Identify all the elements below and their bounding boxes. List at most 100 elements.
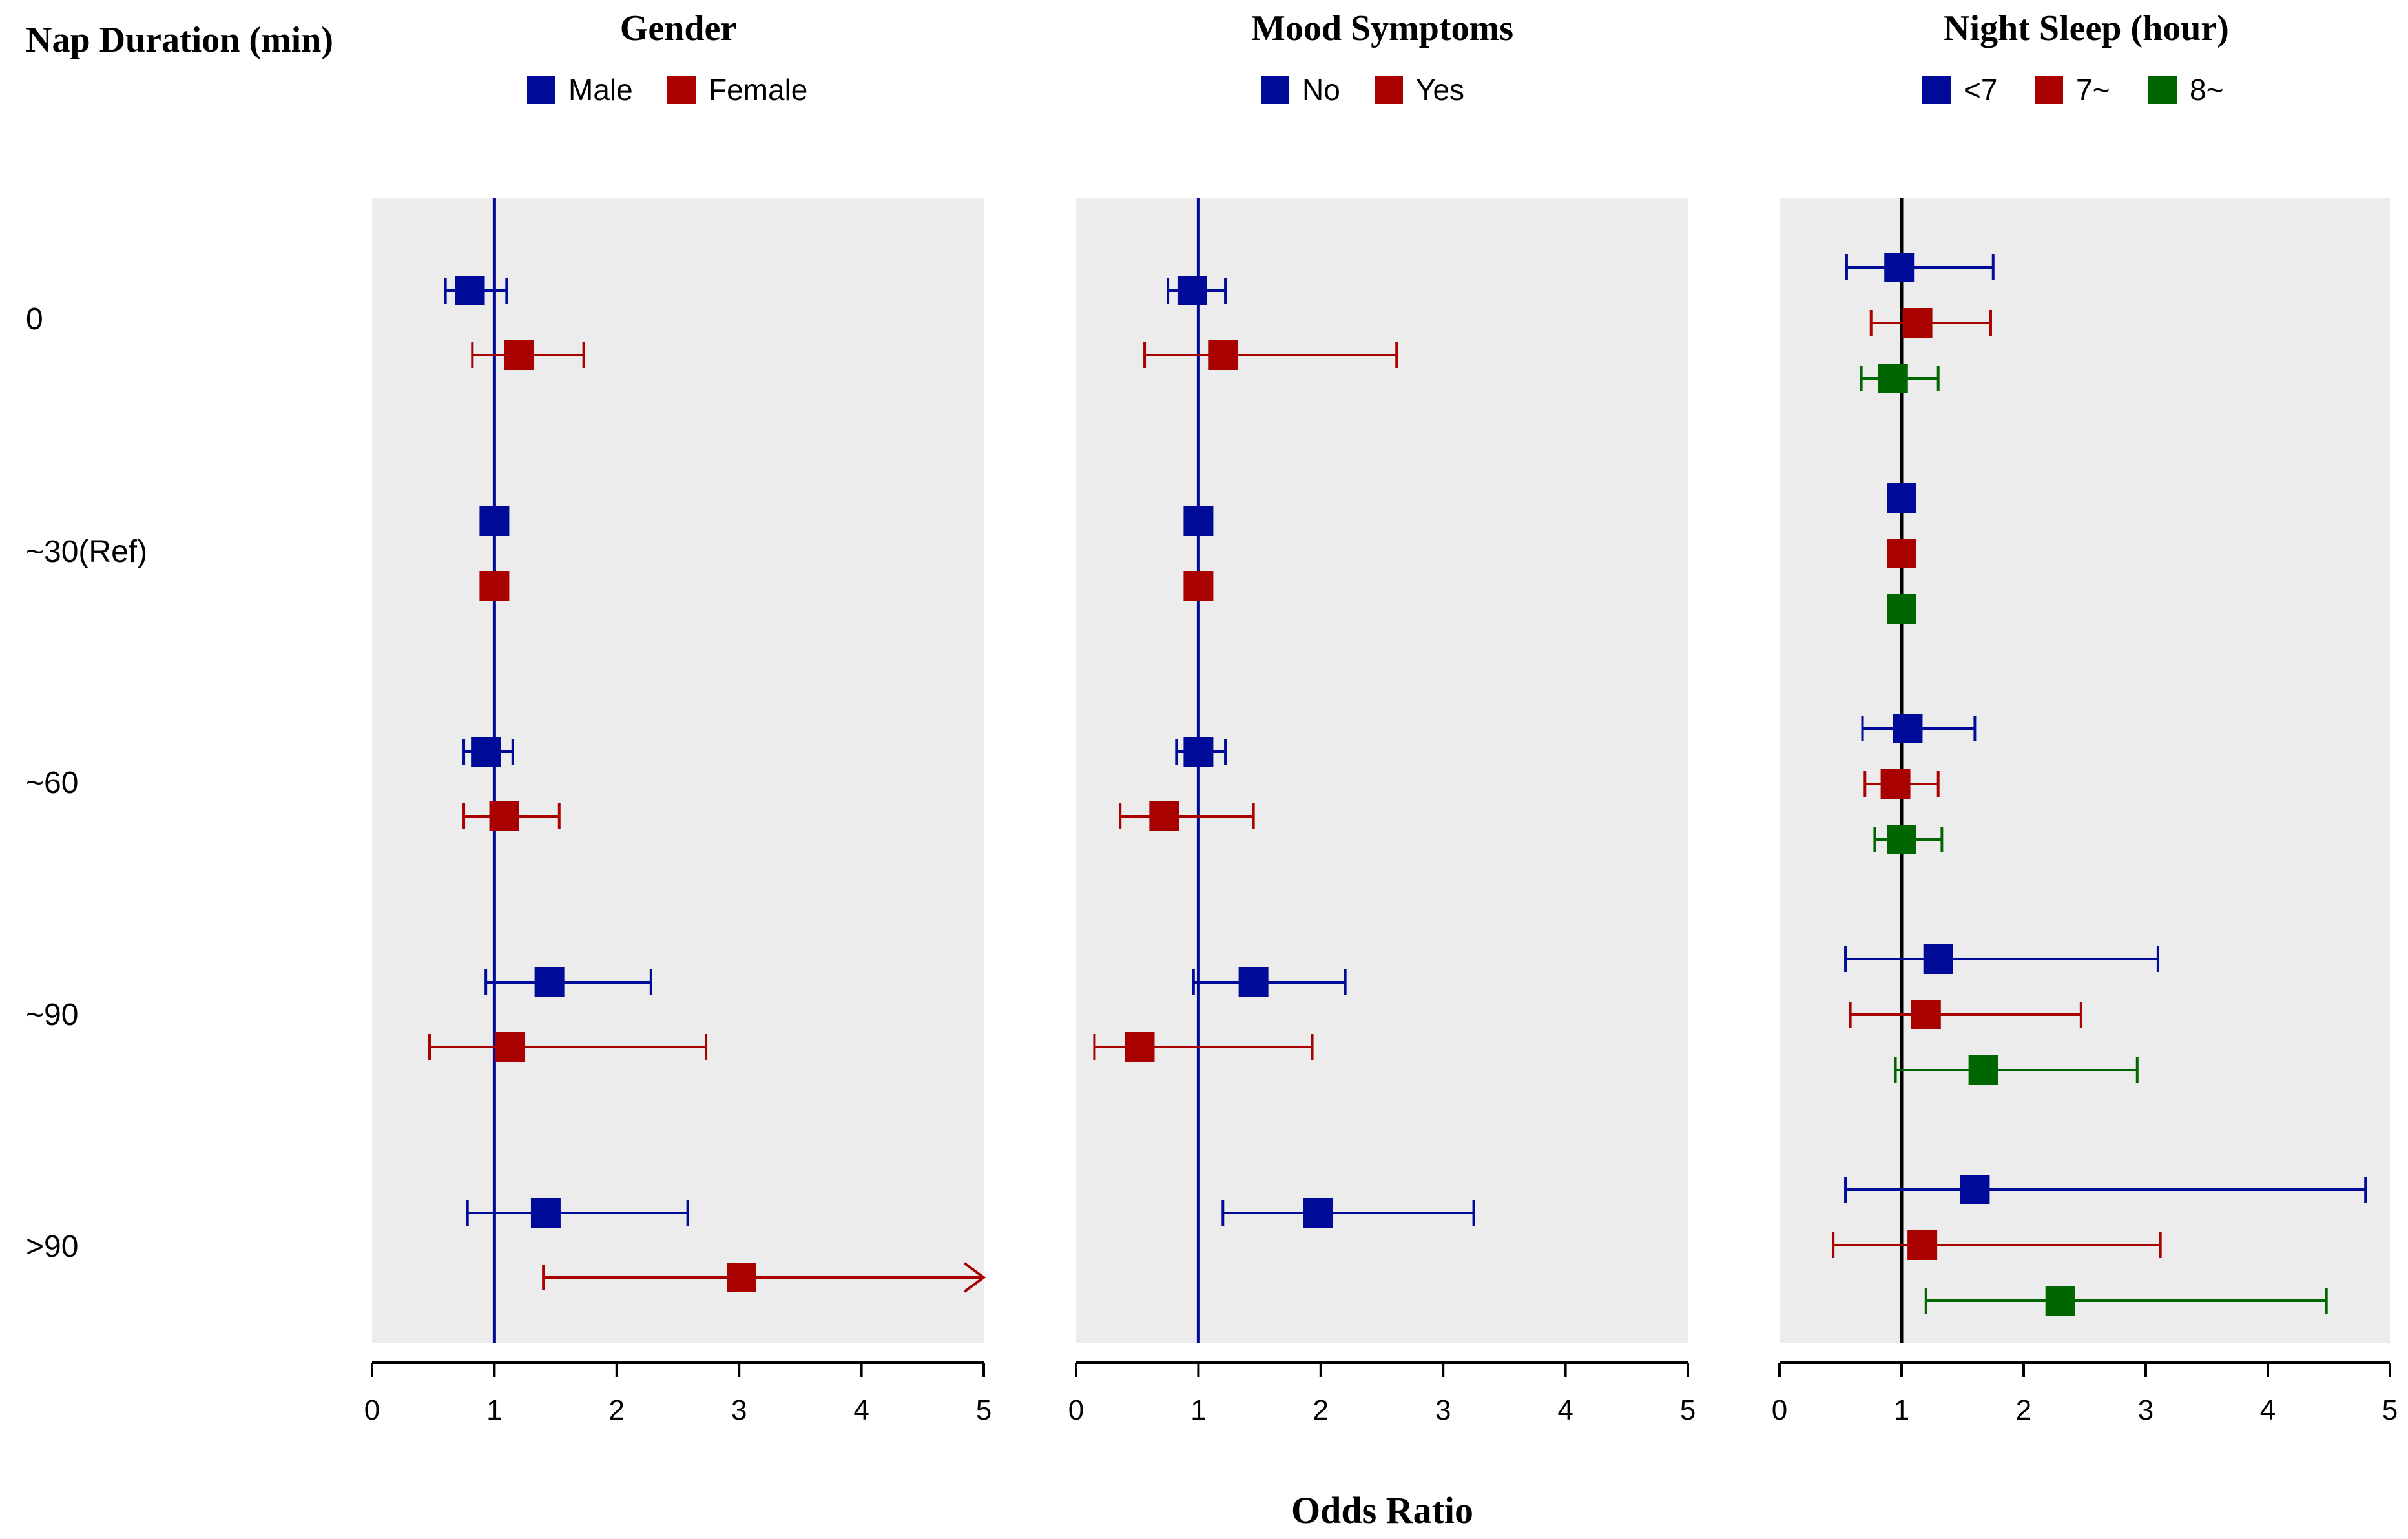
point-estimate <box>1887 539 1916 568</box>
point-estimate <box>1177 276 1207 305</box>
row-labels: 0 ~30(Ref) ~60 ~90 >90 <box>26 302 147 1264</box>
panel-3: Night Sleep (hour) <7 7~ 8~ 0 1 2 3 4 5 <box>1772 8 2398 1426</box>
point-estimate <box>530 1198 561 1228</box>
x-tick-label: 5 <box>1680 1394 1696 1426</box>
point-estimate <box>489 801 519 831</box>
point-estimate <box>1887 483 1916 513</box>
panel-title: Gender <box>620 8 736 48</box>
point-7~-3 <box>1849 1000 2082 1029</box>
point-Male-3 <box>484 967 652 997</box>
legend-label: Male <box>568 73 633 107</box>
point-estimate <box>1149 801 1179 831</box>
point-7~-0 <box>1869 308 1992 338</box>
x-tick-label: 4 <box>853 1394 869 1426</box>
point-Male-2 <box>462 737 514 767</box>
point-estimate <box>1880 769 1911 799</box>
point-<7-0 <box>1845 253 1995 282</box>
legend-swatch-Male <box>527 76 555 104</box>
x-tick-label: 3 <box>731 1394 747 1426</box>
point-estimate <box>479 571 510 601</box>
x-tick-label: 2 <box>2016 1394 2031 1426</box>
point-Yes-3 <box>1093 1032 1314 1062</box>
point-<7-4 <box>1844 1175 2367 1204</box>
legend-swatch-Female <box>667 76 696 104</box>
ci-arrow <box>963 1262 986 1293</box>
x-tick-label: 0 <box>1772 1394 1787 1426</box>
point-estimate <box>1923 944 1953 974</box>
point-estimate <box>1960 1175 1990 1204</box>
row-label-gt90: >90 <box>26 1230 78 1264</box>
row-label-90: ~90 <box>26 998 78 1032</box>
x-tick-label: 3 <box>1435 1394 1451 1426</box>
point-Yes-2 <box>1119 801 1255 831</box>
point-8~-3 <box>1894 1055 2139 1085</box>
point-8~-0 <box>1860 364 1940 393</box>
point-Yes-1 <box>1183 571 1214 601</box>
point-estimate <box>1303 1198 1334 1228</box>
point-estimate <box>1183 506 1214 536</box>
y-axis-title: Nap Duration (min) <box>26 20 333 60</box>
point-Male-1 <box>479 506 510 536</box>
point-Female-3 <box>428 1032 708 1062</box>
x-tick-label: 1 <box>1190 1394 1206 1426</box>
point-Female-0 <box>471 340 585 370</box>
panel-title: Night Sleep (hour) <box>1944 8 2229 48</box>
legend-label: Female <box>709 73 807 107</box>
point-estimate <box>1884 253 1915 282</box>
x-tick-label: 0 <box>364 1394 380 1426</box>
point-8~-4 <box>1924 1286 2328 1316</box>
point-estimate <box>504 340 534 370</box>
legend-swatch-<7 <box>1922 76 1951 104</box>
legend-swatch-7~ <box>2035 76 2063 104</box>
x-axis-title: Odds Ratio <box>1291 1489 1473 1531</box>
point-<7-1 <box>1887 483 1916 513</box>
point-estimate <box>1183 737 1214 767</box>
point-estimate <box>1887 825 1916 854</box>
point-Female-1 <box>479 571 510 601</box>
point-No-2 <box>1175 737 1227 767</box>
legend-label: 8~ <box>2190 73 2223 107</box>
point-estimate <box>1125 1032 1155 1062</box>
panels: Gender Male Female 0 1 2 3 4 5 Mood Symptoms No Yes… <box>364 8 2398 1426</box>
point-estimate <box>1878 364 1908 393</box>
panel-background <box>1076 198 1688 1343</box>
legend-label: Yes <box>1416 73 1464 107</box>
point-8~-2 <box>1873 825 1944 854</box>
x-tick-label: 2 <box>1313 1394 1329 1426</box>
point-estimate <box>726 1263 756 1292</box>
point-estimate <box>534 967 565 997</box>
point-estimate <box>1238 967 1269 997</box>
point-7~-1 <box>1887 539 1916 568</box>
point-No-3 <box>1192 967 1347 997</box>
point-Male-0 <box>444 276 508 305</box>
point-estimate <box>1968 1055 1998 1085</box>
point-No-4 <box>1221 1198 1475 1228</box>
panel-title: Mood Symptoms <box>1251 8 1513 48</box>
x-tick-label: 0 <box>1068 1394 1084 1426</box>
point-<7-3 <box>1844 944 2159 974</box>
point-estimate <box>1183 571 1214 601</box>
point-estimate <box>1887 594 1916 624</box>
point-estimate <box>1208 340 1238 370</box>
panel-background <box>1780 198 2390 1343</box>
point-No-1 <box>1183 506 1214 536</box>
legend-label: <7 <box>1964 73 1997 107</box>
point-8~-1 <box>1887 594 1916 624</box>
legend-label: 7~ <box>2076 73 2110 107</box>
point-estimate <box>2045 1286 2075 1316</box>
point-estimate <box>1893 714 1923 743</box>
point-estimate <box>455 276 485 305</box>
legend-swatch-8~ <box>2148 76 2177 104</box>
point-7~-2 <box>1863 769 1940 799</box>
row-label-0: 0 <box>26 302 43 336</box>
point-Female-4 <box>542 1262 986 1293</box>
point-estimate <box>495 1032 526 1062</box>
legend-swatch-No <box>1261 76 1289 104</box>
x-tick-label: 1 <box>486 1394 502 1426</box>
x-tick-label: 5 <box>976 1394 991 1426</box>
panel-1: Gender Male Female 0 1 2 3 4 5 <box>364 8 991 1426</box>
point-estimate <box>479 506 510 536</box>
point-Female-2 <box>462 801 561 831</box>
x-tick-label: 5 <box>2382 1394 2398 1426</box>
